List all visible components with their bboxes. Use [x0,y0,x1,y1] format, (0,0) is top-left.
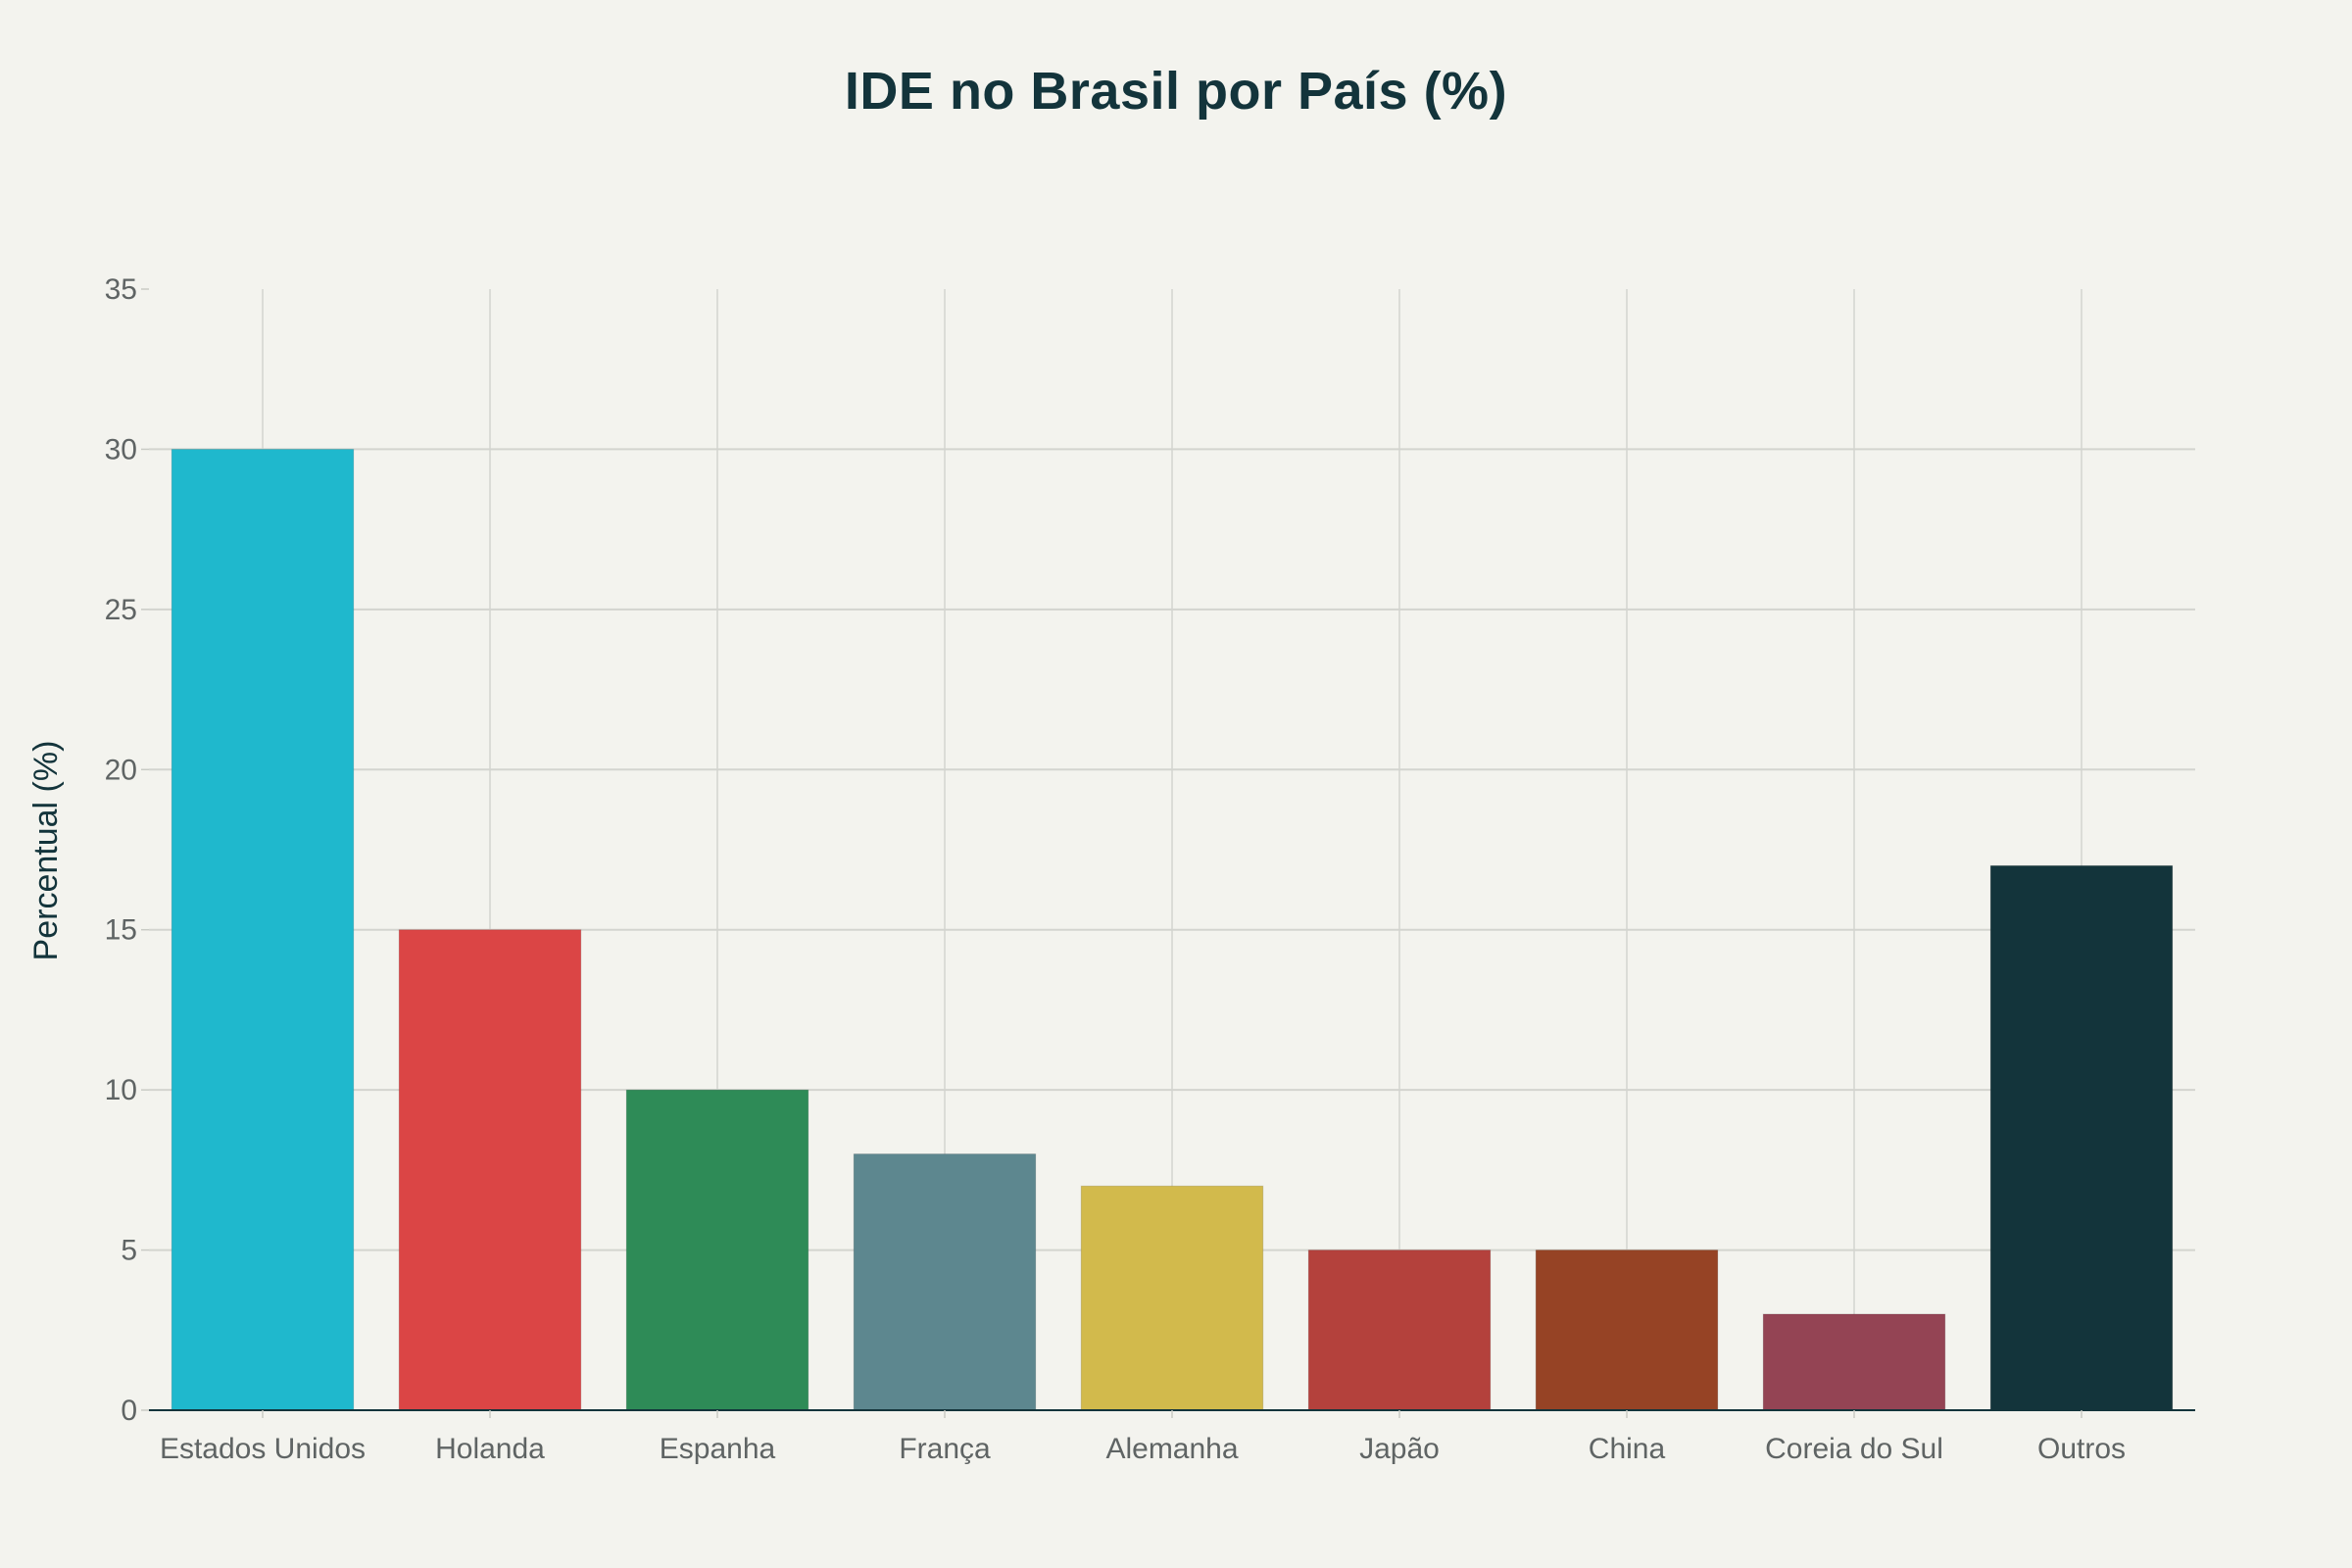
bar-alemanha [1080,1185,1264,1411]
chart-title: IDE no Brasil por País (%) [844,62,1508,121]
x-tick-label: Japão [1359,1433,1440,1465]
y-tick-label: 15 [105,914,137,947]
x-tick-label: Alemanha [1105,1433,1238,1465]
y-tick-label: 0 [121,1395,137,1427]
bar-frança [853,1153,1037,1411]
bar-coreia-do-sul [1762,1313,1946,1411]
x-tick-label: Espanha [660,1433,776,1465]
bar-espanha [625,1089,809,1411]
y-tick-label: 5 [121,1235,137,1267]
y-tick-label: 35 [105,273,137,306]
y-tick-label: 30 [105,433,137,466]
bar-outros [1989,864,2174,1411]
bar-china [1535,1250,1719,1411]
bar-holanda [398,929,582,1411]
bar-estados-unidos [171,448,355,1411]
tick-labels: 0 5 10 15 20 25 30 35 Estados Unidos Holanda Espan… [105,273,2126,1465]
bars [171,448,2174,1411]
y-tick-label: 20 [105,754,137,786]
bar-japão [1307,1250,1492,1411]
axes [141,288,2195,1418]
x-tick-label: Outros [2037,1433,2126,1465]
x-tick-label: Holanda [435,1433,545,1465]
y-tick-label: 10 [105,1074,137,1106]
x-tick-label: Estados Unidos [160,1433,366,1465]
y-axis-title: Percentual (%) [27,741,65,961]
x-tick-label: França [899,1433,991,1465]
x-tick-label: China [1589,1433,1666,1465]
x-tick-label: Coreia do Sul [1765,1433,1943,1465]
y-tick-label: 25 [105,594,137,626]
